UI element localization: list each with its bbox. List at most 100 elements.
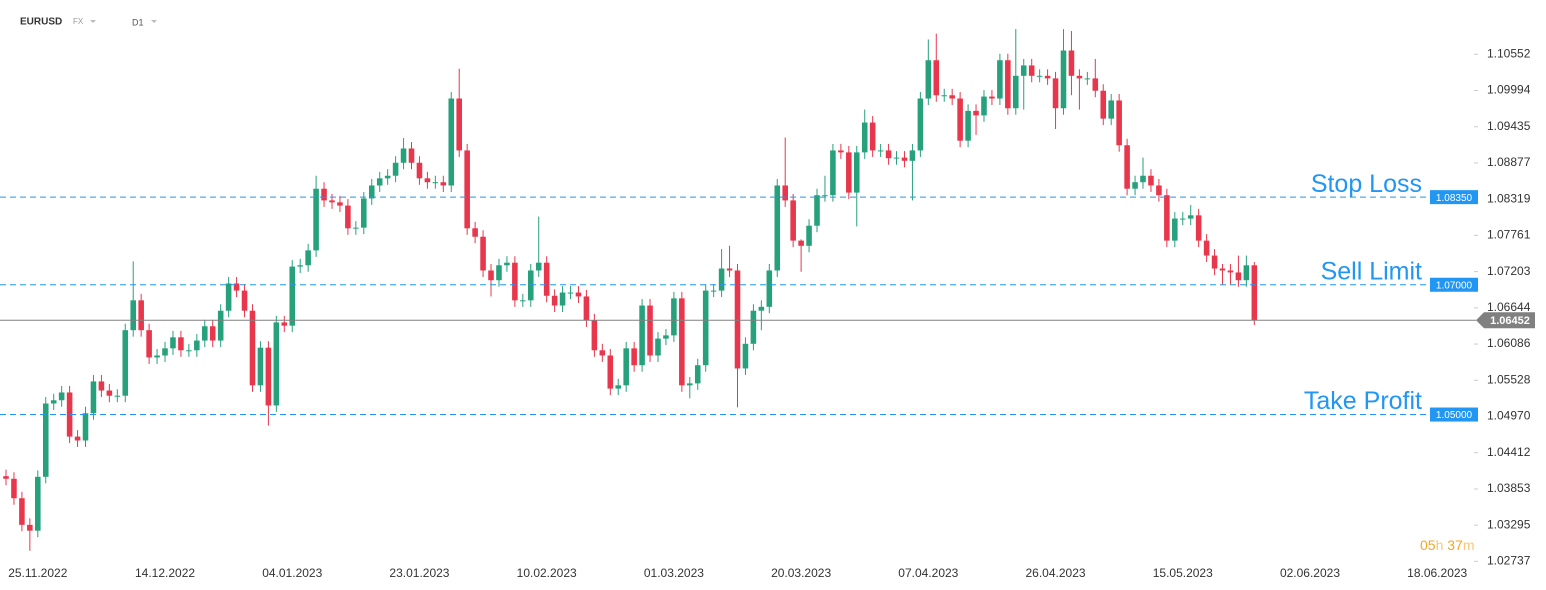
dropdown-arrow[interactable] bbox=[151, 20, 157, 23]
x-tick-label: 02.06.2023 bbox=[1280, 566, 1340, 580]
candle-body bbox=[615, 385, 622, 389]
last-price-tag bbox=[1476, 312, 1535, 329]
candle-body bbox=[543, 262, 550, 296]
interval[interactable]: D1 bbox=[132, 17, 144, 27]
dropdown-arrow[interactable] bbox=[90, 20, 96, 23]
candle-body bbox=[766, 270, 773, 307]
candle-body bbox=[440, 182, 447, 186]
candle-body bbox=[480, 236, 486, 271]
candle-body bbox=[917, 98, 924, 151]
candle-body bbox=[591, 320, 598, 351]
candle-body bbox=[1172, 218, 1178, 241]
candle-body bbox=[424, 178, 431, 183]
x-tick-label: 20.03.2023 bbox=[771, 566, 831, 580]
candle-body bbox=[1116, 100, 1122, 146]
candle-body bbox=[853, 152, 860, 193]
level-tag bbox=[1430, 190, 1478, 205]
candle-body bbox=[830, 150, 836, 196]
candle-body bbox=[901, 157, 908, 161]
candle-body bbox=[257, 347, 264, 386]
timer: 05h 37m bbox=[1420, 537, 1475, 553]
candle-body bbox=[1243, 265, 1250, 281]
y-tick-label: 1.03295 bbox=[1487, 517, 1531, 531]
candle-body bbox=[702, 290, 709, 366]
candle-body bbox=[186, 350, 192, 352]
candle-body bbox=[734, 270, 741, 369]
candle-body bbox=[846, 152, 852, 193]
candle-body bbox=[726, 268, 733, 271]
candle-body bbox=[82, 413, 89, 441]
candle-body bbox=[154, 355, 160, 358]
candle-body bbox=[432, 182, 439, 184]
level-name: Stop Loss bbox=[1311, 170, 1422, 198]
level-tag bbox=[1430, 277, 1478, 292]
candle-body bbox=[774, 185, 781, 271]
candle-body bbox=[329, 200, 335, 203]
y-tick-label: 1.09435 bbox=[1487, 119, 1531, 133]
candle-body bbox=[217, 310, 224, 341]
y-tick-label: 1.04970 bbox=[1487, 409, 1531, 423]
timer-unit: m bbox=[1463, 537, 1475, 553]
level-tag-label: 1.07000 bbox=[1436, 280, 1473, 291]
x-tick-label: 25.11.2022 bbox=[8, 566, 67, 580]
y-tick-label: 1.02737 bbox=[1487, 554, 1531, 568]
candle-body bbox=[106, 390, 113, 396]
candle-body bbox=[1108, 100, 1114, 119]
candle-body bbox=[694, 365, 701, 384]
candle-body bbox=[838, 150, 844, 153]
candle-body bbox=[567, 292, 574, 294]
candle-body bbox=[798, 240, 804, 246]
candle-body bbox=[782, 185, 788, 201]
candle-body bbox=[249, 310, 256, 386]
candle-body bbox=[1140, 175, 1146, 183]
candle-body bbox=[1100, 90, 1107, 119]
symbol[interactable]: EURUSD bbox=[20, 17, 62, 28]
candle-body bbox=[909, 150, 916, 161]
candle-body bbox=[512, 262, 518, 301]
candle-body bbox=[949, 95, 955, 99]
x-tick-label: 07.04.2023 bbox=[898, 566, 958, 580]
x-tick-label: 26.04.2023 bbox=[1026, 566, 1086, 580]
level-name: Sell Limit bbox=[1321, 257, 1422, 285]
candle-body bbox=[472, 228, 478, 237]
candle-body bbox=[806, 225, 812, 246]
candle-body bbox=[130, 300, 137, 331]
candle-body bbox=[361, 198, 367, 228]
candle-body bbox=[957, 98, 963, 141]
candle-body bbox=[146, 330, 152, 358]
candle-body bbox=[520, 300, 526, 302]
y-tick-label: 1.06644 bbox=[1487, 300, 1531, 314]
candle-body bbox=[1013, 75, 1019, 109]
candle-body bbox=[997, 60, 1003, 99]
candle-body bbox=[663, 335, 669, 339]
x-tick-label: 23.01.2023 bbox=[389, 566, 449, 580]
candle-body bbox=[368, 185, 375, 199]
candle-body bbox=[1164, 195, 1170, 241]
candle-body bbox=[750, 310, 757, 344]
candle-body bbox=[551, 295, 558, 306]
x-tick-label: 10.02.2023 bbox=[517, 566, 577, 580]
candle-body bbox=[3, 476, 9, 479]
candle-body bbox=[50, 400, 57, 404]
candle-body bbox=[1092, 78, 1099, 91]
candle-body bbox=[647, 305, 653, 356]
candle-body bbox=[687, 383, 693, 386]
candle-body bbox=[1148, 175, 1154, 186]
candle-body bbox=[981, 96, 987, 116]
candle-body bbox=[790, 200, 796, 241]
candle-body bbox=[822, 195, 828, 197]
candle-body bbox=[1211, 255, 1218, 269]
candle-body bbox=[933, 60, 940, 96]
x-tick-label: 14.12.2022 bbox=[135, 566, 195, 580]
y-tick-label: 1.04412 bbox=[1487, 445, 1531, 459]
candle-body bbox=[1195, 215, 1202, 241]
x-tick-label: 04.01.2023 bbox=[262, 566, 322, 580]
candle-body bbox=[321, 188, 327, 201]
candle-body bbox=[504, 262, 510, 266]
candle-body bbox=[138, 300, 144, 331]
candle-body bbox=[1219, 268, 1226, 271]
y-tick-label: 1.09994 bbox=[1487, 83, 1531, 97]
candle-body bbox=[201, 326, 208, 341]
candle-body bbox=[1052, 78, 1059, 109]
